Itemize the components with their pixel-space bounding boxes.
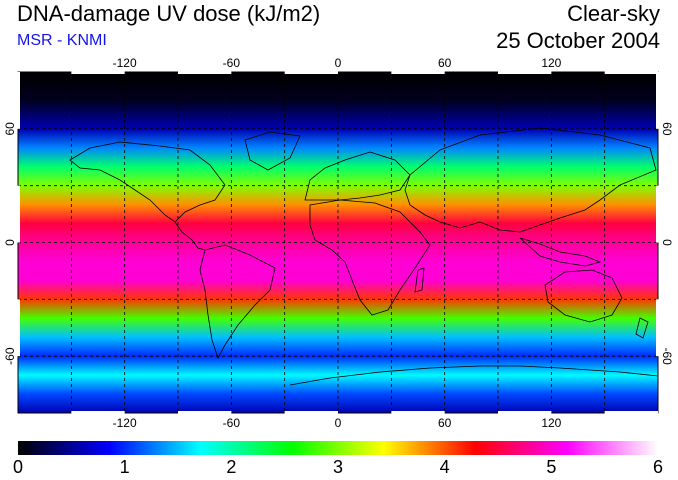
- frame-segment-left: [16, 185, 20, 243]
- latitude-labels-right: 60 0 -60: [660, 122, 674, 365]
- data-source-label: MSR - KNMI: [17, 32, 107, 49]
- latitude-label: 0: [660, 239, 674, 246]
- coastline-south-america: [199, 244, 276, 360]
- coastline-africa: [309, 199, 431, 316]
- graticule: [18, 72, 658, 413]
- colorbar-tick-label: 5: [546, 457, 557, 477]
- frame-segment-bottom: [498, 411, 552, 415]
- coastline-madagascar: [414, 267, 425, 293]
- latitude-label: 0: [3, 239, 17, 246]
- coastlines: [69, 127, 658, 386]
- frame-segment-bottom: [71, 411, 125, 415]
- frame-segment-top: [284, 70, 338, 74]
- frame-segment-bottom: [604, 411, 658, 415]
- map-title: DNA-damage UV dose (kJ/m2): [17, 1, 321, 26]
- frame-segment-left: [16, 72, 20, 129]
- frame-segment-bottom: [178, 411, 232, 415]
- latitude-label: -60: [3, 347, 17, 365]
- longitude-label: 0: [335, 56, 342, 70]
- coastline-greenland: [244, 131, 301, 171]
- longitude-label: 60: [438, 416, 452, 430]
- coastline-antarctica: [289, 365, 658, 386]
- frame-segment-top: [391, 70, 445, 74]
- colorbar-tick-label: 4: [439, 457, 450, 477]
- latitude-label: -60: [660, 347, 674, 365]
- frame-segment-top: [178, 70, 232, 74]
- colorbar-tick-label: 6: [652, 457, 664, 477]
- coastline-new-zealand: [635, 317, 649, 339]
- frame-segment-bottom: [284, 411, 338, 415]
- coastline-asia: [404, 127, 657, 233]
- latitude-labels-left: 60 0 -60: [3, 122, 17, 365]
- frame-ticks: [16, 70, 660, 415]
- coastline-central-america: [174, 221, 206, 251]
- coastline-australia: [544, 269, 623, 323]
- longitude-label: 0: [335, 416, 342, 430]
- latitude-label: 60: [660, 122, 674, 136]
- colorbar-tick-label: 3: [332, 457, 344, 477]
- frame-segment-right: [656, 72, 660, 129]
- colorbar: [18, 441, 658, 455]
- coastline-north-america: [69, 141, 226, 223]
- map-date: 25 October 2004: [496, 28, 660, 53]
- colorbar-tick-label: 1: [119, 457, 130, 477]
- frame-segment-top: [604, 70, 658, 74]
- longitude-label: -120: [113, 416, 137, 430]
- coastline-europe: [304, 151, 411, 201]
- longitude-labels-top: -120 -60 0 60 120: [113, 56, 562, 70]
- longitude-labels-bottom: -120 -60 0 60 120: [113, 416, 562, 430]
- frame-segment-top: [498, 70, 552, 74]
- frame-segment-bottom: [391, 411, 445, 415]
- colorbar-tick-label: 0: [12, 457, 24, 477]
- latitude-label: 60: [3, 122, 17, 136]
- longitude-label: -60: [223, 416, 241, 430]
- longitude-label: -60: [223, 56, 241, 70]
- longitude-label: 60: [438, 56, 452, 70]
- longitude-label: -120: [113, 56, 137, 70]
- longitude-label: 120: [541, 56, 561, 70]
- frame-segment-top: [71, 70, 125, 74]
- coastline-indonesia: [519, 237, 602, 267]
- colorbar-tick-label: 2: [226, 457, 237, 477]
- longitude-label: 120: [541, 416, 561, 430]
- frame-segment-right: [656, 299, 660, 357]
- sky-condition-label: Clear-sky: [567, 1, 660, 26]
- frame-segment-left: [16, 299, 20, 357]
- frame-segment-right: [656, 185, 660, 243]
